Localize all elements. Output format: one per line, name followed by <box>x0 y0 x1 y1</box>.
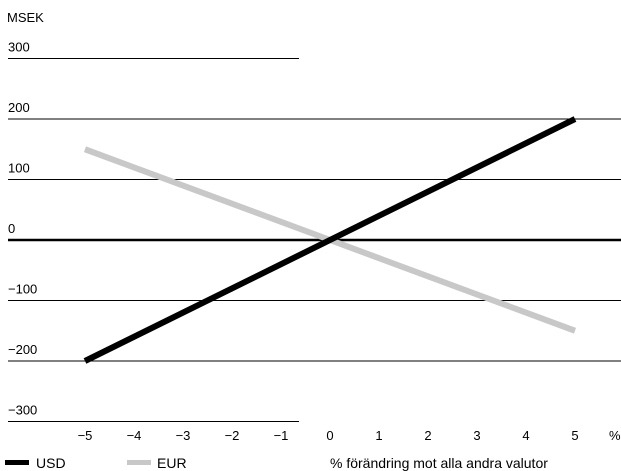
series-line-usd <box>83 116 577 364</box>
x-tick-label: 5 <box>571 428 578 443</box>
y-tick-label: 300 <box>8 40 30 55</box>
series-lines <box>83 116 577 364</box>
x-tick-labels: −5 −4 −3 −2 −1 0 1 2 3 4 5 <box>78 428 579 443</box>
x-tick-label: 4 <box>522 428 529 443</box>
x-tick-label: 3 <box>473 428 480 443</box>
y-tick-label: 200 <box>8 100 30 115</box>
legend: USD EUR <box>5 455 187 471</box>
x-tick-label: −5 <box>78 428 93 443</box>
x-tick-label: 0 <box>326 428 333 443</box>
x-tick-label: −4 <box>127 428 142 443</box>
x-tick-label: −2 <box>225 428 240 443</box>
y-tick-label: 100 <box>8 161 30 176</box>
legend-eur-swatch <box>127 460 151 465</box>
x-tick-label: 1 <box>375 428 382 443</box>
x-tick-label: −1 <box>274 428 289 443</box>
y-tick-label: −200 <box>8 342 37 357</box>
y-tick-labels: 300 200 100 0 −100 −200 −300 <box>8 40 37 418</box>
x-tick-label: −3 <box>176 428 191 443</box>
y-axis-label: MSEK <box>7 10 44 25</box>
gridlines <box>8 58 621 422</box>
x-tick-label: 2 <box>424 428 431 443</box>
x-axis-label: % förändring mot alla andra valutor <box>330 455 548 471</box>
y-tick-label: −300 <box>8 403 37 418</box>
legend-eur-label: EUR <box>157 455 187 471</box>
legend-usd-swatch <box>5 460 29 465</box>
x-unit-label: % <box>609 428 621 443</box>
y-tick-label: 0 <box>8 221 15 236</box>
y-tick-label: −100 <box>8 282 37 297</box>
legend-usd-label: USD <box>36 455 66 471</box>
